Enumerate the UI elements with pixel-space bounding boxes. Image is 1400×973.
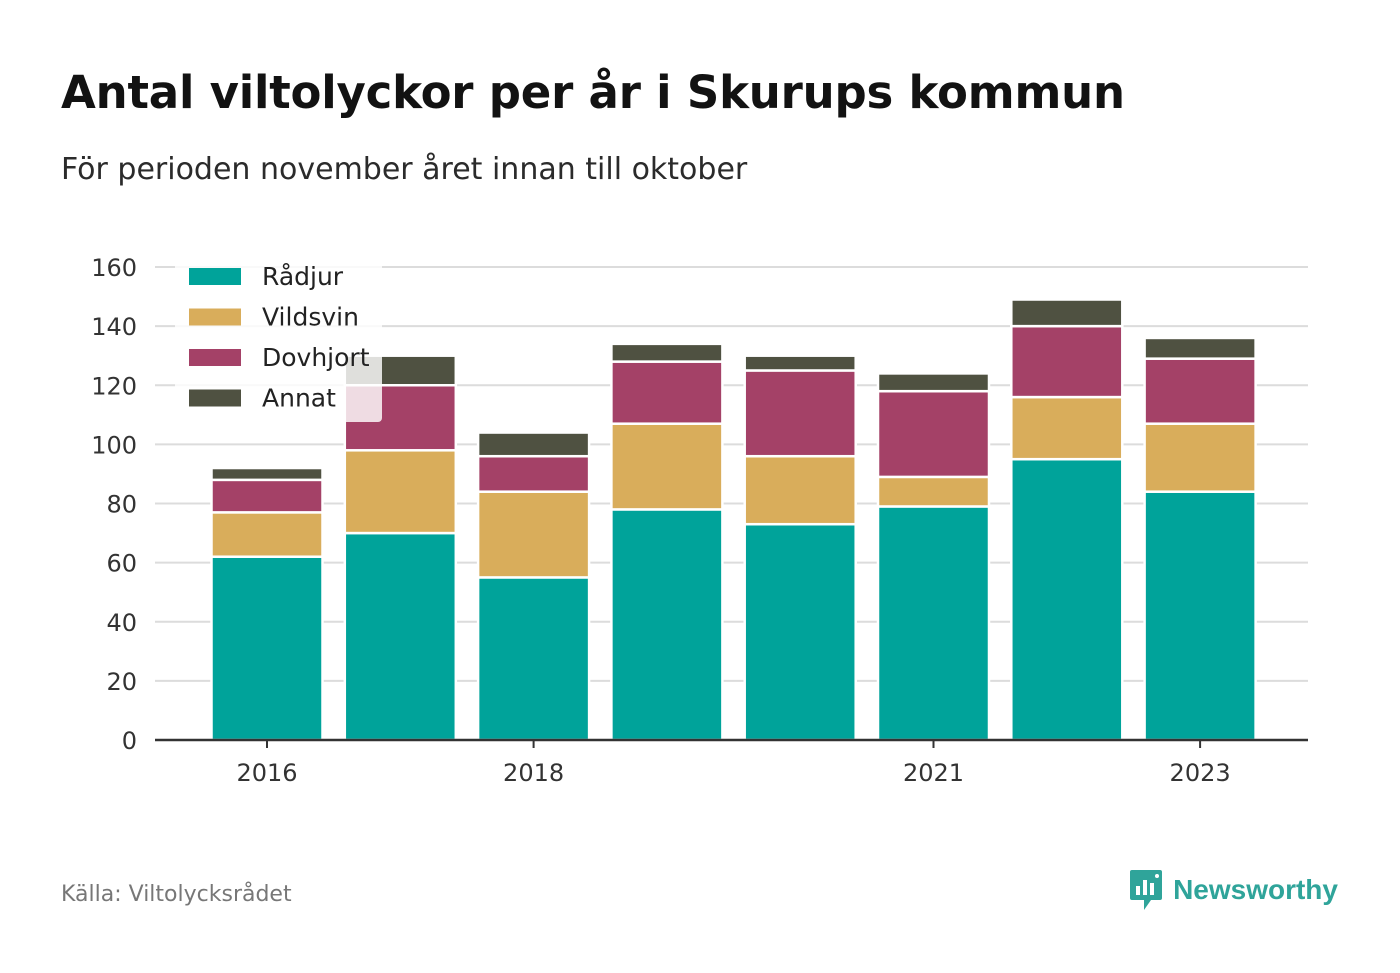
x-tick-label: 2018 bbox=[503, 759, 564, 787]
bar-segment bbox=[610, 360, 724, 425]
y-tick-label: 160 bbox=[91, 254, 137, 282]
bar-segment bbox=[876, 505, 991, 742]
legend-swatch bbox=[189, 308, 241, 326]
y-tick-label: 0 bbox=[122, 727, 137, 755]
bar-segment bbox=[610, 342, 724, 363]
bar-segment bbox=[1010, 457, 1124, 742]
bar-segment bbox=[476, 454, 591, 493]
legend-swatch bbox=[189, 349, 241, 366]
bar-segment bbox=[1143, 490, 1257, 742]
bar-segment bbox=[743, 522, 857, 742]
y-tick-label: 100 bbox=[91, 431, 137, 459]
legend-label: Dovhjort bbox=[262, 343, 370, 372]
bar-segment bbox=[343, 531, 458, 742]
chart-title: Antal viltolyckor per år i Skurups kommu… bbox=[61, 66, 1125, 119]
bar-segment bbox=[743, 369, 857, 458]
bar-segment bbox=[743, 454, 857, 526]
y-tick-label: 40 bbox=[106, 609, 137, 637]
chart-subtitle: För perioden november året innan till ok… bbox=[61, 152, 748, 187]
x-tick-label: 2023 bbox=[1170, 759, 1231, 787]
bar-segment bbox=[210, 466, 324, 482]
bar-segment bbox=[1010, 298, 1124, 328]
y-tick-label: 140 bbox=[91, 313, 137, 341]
y-tick-label: 80 bbox=[106, 491, 137, 519]
bar-segment bbox=[476, 431, 591, 458]
bar-segment bbox=[343, 449, 458, 535]
legend-label: Rådjur bbox=[262, 262, 344, 291]
legend-swatch bbox=[189, 389, 241, 407]
newsworthy-logo-icon bbox=[1130, 870, 1163, 910]
legend-label: Annat bbox=[262, 384, 336, 413]
y-tick-label: 60 bbox=[106, 550, 137, 578]
bar-segment bbox=[210, 478, 324, 514]
x-tick-label: 2016 bbox=[236, 759, 297, 787]
bar-segment bbox=[1010, 395, 1124, 461]
bar-segment bbox=[610, 422, 724, 511]
bar-segment bbox=[1010, 324, 1124, 399]
legend-label: Vildsvin bbox=[262, 303, 359, 332]
legend-swatch bbox=[189, 268, 241, 285]
source-note: Källa: Viltolycksrådet bbox=[61, 882, 292, 907]
bar-segment bbox=[476, 576, 591, 742]
bar-segment bbox=[476, 490, 591, 579]
bar-segment bbox=[1143, 336, 1257, 360]
y-tick-label: 20 bbox=[106, 668, 137, 696]
legend-box bbox=[175, 256, 382, 422]
bar-segment bbox=[876, 372, 991, 393]
bar-segment bbox=[876, 389, 991, 479]
bar-segment bbox=[1143, 357, 1257, 425]
bar-segment bbox=[1143, 422, 1257, 493]
brand-name: Newsworthy bbox=[1173, 874, 1338, 905]
x-tick-label: 2021 bbox=[903, 759, 964, 787]
bar-segment bbox=[876, 475, 991, 508]
y-tick-label: 120 bbox=[91, 372, 137, 400]
bar-segment bbox=[210, 511, 324, 558]
bar-segment bbox=[743, 354, 857, 372]
bar-segment bbox=[610, 508, 724, 742]
bar-segment bbox=[210, 555, 324, 742]
brand-logo: Newsworthy bbox=[1129, 868, 1338, 912]
